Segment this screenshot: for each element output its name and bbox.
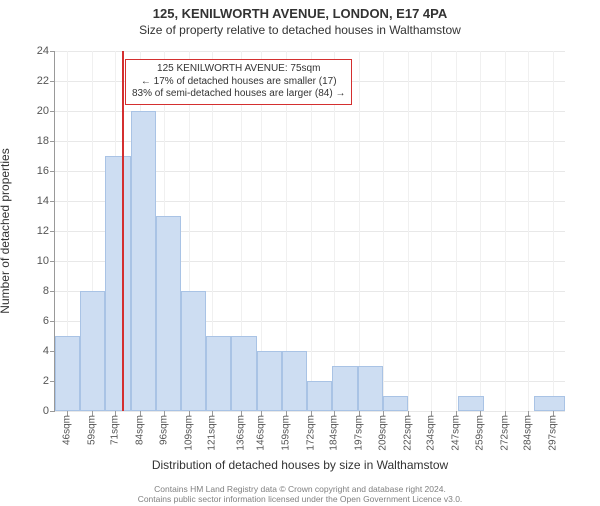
x-tick-label: 46sqm (61, 415, 72, 445)
histogram-bar (358, 366, 383, 411)
grid-line-v (505, 51, 506, 411)
y-tick-mark (50, 81, 55, 82)
y-tick-label: 12 (37, 225, 49, 237)
histogram-bar (55, 336, 80, 411)
x-tick-label: 272sqm (499, 415, 510, 451)
y-tick-mark (50, 111, 55, 112)
y-tick-label: 0 (43, 405, 49, 417)
chart-title-main: 125, KENILWORTH AVENUE, LONDON, E17 4PA (0, 6, 600, 21)
y-tick-label: 8 (43, 285, 49, 297)
grid-line-v (553, 51, 554, 411)
x-tick-label: 209sqm (377, 415, 388, 451)
x-tick-label: 109sqm (183, 415, 194, 451)
grid-line-v (431, 51, 432, 411)
x-axis-label: Distribution of detached houses by size … (0, 458, 600, 472)
x-tick-label: 247sqm (451, 415, 462, 451)
x-tick-label: 84sqm (135, 415, 146, 445)
y-tick-mark (50, 321, 55, 322)
info-box-line-3: 83% of semi-detached houses are larger (… (132, 88, 345, 101)
grid-line-v (408, 51, 409, 411)
y-tick-label: 14 (37, 195, 49, 207)
y-tick-mark (50, 51, 55, 52)
histogram-bar (282, 351, 307, 411)
x-tick-label: 71sqm (110, 415, 121, 445)
x-tick-label: 222sqm (402, 415, 413, 451)
y-tick-mark (50, 291, 55, 292)
chart-title-sub: Size of property relative to detached ho… (0, 23, 600, 37)
x-tick-label: 146sqm (255, 415, 266, 451)
y-tick-label: 16 (37, 165, 49, 177)
y-axis-label: Number of detached properties (0, 148, 12, 313)
grid-line-v (383, 51, 384, 411)
x-tick-label: 234sqm (426, 415, 437, 451)
histogram-bar (105, 156, 130, 411)
y-tick-label: 18 (37, 135, 49, 147)
y-tick-label: 6 (43, 315, 49, 327)
grid-line-v (528, 51, 529, 411)
grid-line-v (456, 51, 457, 411)
info-box-line-2: ← 17% of detached houses are smaller (17… (132, 76, 345, 89)
histogram-bar (458, 396, 483, 411)
y-tick-mark (50, 171, 55, 172)
info-box-line-1: 125 KENILWORTH AVENUE: 75sqm (132, 63, 345, 76)
grid-line-v (359, 51, 360, 411)
histogram-bar (383, 396, 408, 411)
x-tick-label: 297sqm (548, 415, 559, 451)
plot-area: 02468101214161820222446sqm59sqm71sqm84sq… (55, 51, 565, 411)
footer-attribution: Contains HM Land Registry data © Crown c… (0, 484, 600, 504)
x-tick-label: 96sqm (158, 415, 169, 445)
x-tick-label: 284sqm (523, 415, 534, 451)
histogram-bar (307, 381, 332, 411)
y-tick-label: 2 (43, 375, 49, 387)
x-tick-label: 184sqm (329, 415, 340, 451)
x-tick-label: 121sqm (207, 415, 218, 451)
x-tick-label: 59sqm (86, 415, 97, 445)
y-tick-label: 4 (43, 345, 49, 357)
histogram-bar (332, 366, 357, 411)
y-tick-mark (50, 261, 55, 262)
histogram-bar (534, 396, 565, 411)
x-tick-label: 259sqm (474, 415, 485, 451)
histogram-bar (131, 111, 156, 411)
x-tick-label: 136sqm (236, 415, 247, 451)
y-tick-mark (50, 201, 55, 202)
y-tick-label: 24 (37, 45, 49, 57)
y-tick-label: 10 (37, 255, 49, 267)
histogram-bar (80, 291, 105, 411)
histogram-bar (231, 336, 256, 411)
x-tick-label: 197sqm (354, 415, 365, 451)
x-tick-label: 159sqm (280, 415, 291, 451)
marker-line (122, 51, 124, 411)
y-tick-mark (50, 411, 55, 412)
y-tick-label: 20 (37, 105, 49, 117)
chart-container: 125, KENILWORTH AVENUE, LONDON, E17 4PA … (0, 6, 600, 506)
marker-info-box: 125 KENILWORTH AVENUE: 75sqm← 17% of det… (125, 59, 352, 105)
footer-line-1: Contains HM Land Registry data © Crown c… (0, 484, 600, 494)
y-tick-mark (50, 141, 55, 142)
y-tick-mark (50, 231, 55, 232)
x-tick-label: 172sqm (305, 415, 316, 451)
grid-line-v (311, 51, 312, 411)
footer-line-2: Contains public sector information licen… (0, 494, 600, 504)
histogram-bar (156, 216, 181, 411)
histogram-bar (257, 351, 282, 411)
grid-line-v (480, 51, 481, 411)
histogram-bar (206, 336, 231, 411)
grid-line-v (334, 51, 335, 411)
histogram-bar (181, 291, 206, 411)
y-tick-label: 22 (37, 75, 49, 87)
